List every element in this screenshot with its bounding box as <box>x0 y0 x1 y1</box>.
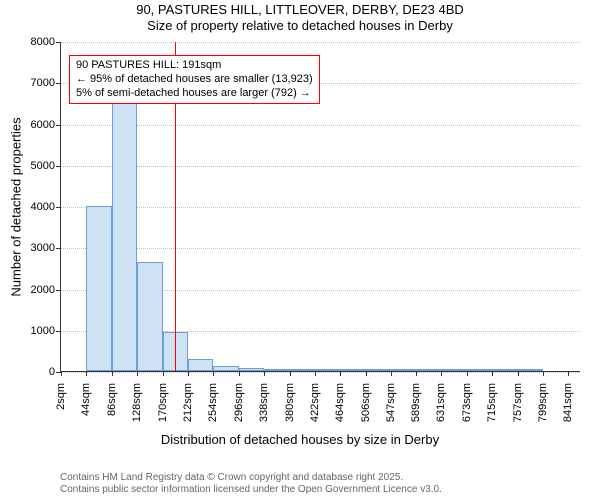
x-tick-label: 841sqm <box>562 383 574 422</box>
y-axis-label: Number of detached properties <box>9 117 24 296</box>
histogram-bar <box>441 369 466 371</box>
x-tick-label: 212sqm <box>182 383 194 422</box>
histogram-bar <box>290 369 315 371</box>
x-tick-label: 128sqm <box>131 383 143 422</box>
x-tick-mark <box>86 371 87 376</box>
histogram-bar <box>264 369 289 371</box>
y-tick-mark <box>56 331 61 332</box>
x-tick-label: 589sqm <box>410 383 422 422</box>
x-tick-mark <box>290 371 291 376</box>
x-tick-mark <box>137 371 138 376</box>
histogram-bar <box>86 206 111 371</box>
x-tick-label: 631sqm <box>435 383 447 422</box>
x-tick-label: 2sqm <box>55 383 67 410</box>
histogram-bar <box>467 369 492 371</box>
y-tick-mark <box>56 42 61 43</box>
x-tick-label: 86sqm <box>106 383 118 416</box>
histogram-bar <box>112 99 137 371</box>
histogram-bar <box>315 369 340 371</box>
y-tick-label: 0 <box>49 366 55 378</box>
plot-area: 0100020003000400050006000700080002sqm44s… <box>60 42 580 372</box>
x-tick-label: 422sqm <box>309 383 321 422</box>
x-tick-label: 715sqm <box>486 383 498 422</box>
x-tick-mark <box>213 371 214 376</box>
x-tick-mark <box>61 371 62 376</box>
gridline <box>61 372 580 373</box>
annotation-line: 90 PASTURES HILL: 191sqm <box>76 59 313 73</box>
gridline <box>61 42 580 43</box>
y-tick-label: 4000 <box>31 201 55 213</box>
annotation-line: ← 95% of detached houses are smaller (13… <box>76 73 313 87</box>
histogram-bar <box>188 359 213 371</box>
y-tick-mark <box>56 248 61 249</box>
x-tick-label: 547sqm <box>385 383 397 422</box>
x-tick-label: 44sqm <box>80 383 92 416</box>
y-tick-mark <box>56 125 61 126</box>
y-tick-label: 5000 <box>31 160 55 172</box>
x-tick-label: 296sqm <box>233 383 245 422</box>
x-tick-mark <box>518 371 519 376</box>
x-tick-label: 380sqm <box>284 383 296 422</box>
histogram-bar <box>518 369 543 371</box>
x-tick-mark <box>568 371 569 376</box>
x-tick-label: 464sqm <box>334 383 346 422</box>
x-tick-label: 254sqm <box>207 383 219 422</box>
x-tick-mark <box>441 371 442 376</box>
y-tick-mark <box>56 166 61 167</box>
x-tick-mark <box>112 371 113 376</box>
x-tick-label: 799sqm <box>537 383 549 422</box>
x-tick-mark <box>163 371 164 376</box>
annotation-line: 5% of semi-detached houses are larger (7… <box>76 87 313 101</box>
title-line-2: Size of property relative to detached ho… <box>0 18 600 34</box>
x-axis-label: Distribution of detached houses by size … <box>0 432 600 447</box>
x-tick-mark <box>543 371 544 376</box>
y-tick-label: 2000 <box>31 284 55 296</box>
x-tick-label: 757sqm <box>512 383 524 422</box>
y-tick-label: 6000 <box>31 119 55 131</box>
histogram-bar <box>366 369 391 371</box>
x-tick-mark <box>366 371 367 376</box>
x-tick-label: 170sqm <box>157 383 169 422</box>
footer-line-1: Contains HM Land Registry data © Crown c… <box>60 472 442 484</box>
x-tick-mark <box>492 371 493 376</box>
gridline <box>61 166 580 167</box>
x-tick-mark <box>340 371 341 376</box>
title-line-1: 90, PASTURES HILL, LITTLEOVER, DERBY, DE… <box>0 2 600 18</box>
x-tick-mark <box>467 371 468 376</box>
gridline <box>61 125 580 126</box>
chart-title: 90, PASTURES HILL, LITTLEOVER, DERBY, DE… <box>0 2 600 35</box>
histogram-bar <box>391 369 416 371</box>
y-tick-mark <box>56 83 61 84</box>
histogram-bar <box>492 369 517 371</box>
y-tick-mark <box>56 207 61 208</box>
annotation-box: 90 PASTURES HILL: 191sqm← 95% of detache… <box>69 55 320 104</box>
x-tick-mark <box>264 371 265 376</box>
x-tick-mark <box>188 371 189 376</box>
x-tick-label: 673sqm <box>461 383 473 422</box>
footer-attribution: Contains HM Land Registry data © Crown c… <box>60 472 442 496</box>
gridline <box>61 207 580 208</box>
y-tick-label: 3000 <box>31 242 55 254</box>
x-tick-mark <box>239 371 240 376</box>
footer-line-2: Contains public sector information licen… <box>60 484 442 496</box>
x-tick-mark <box>391 371 392 376</box>
y-tick-mark <box>56 290 61 291</box>
histogram-bar <box>239 368 264 371</box>
chart-container: 90, PASTURES HILL, LITTLEOVER, DERBY, DE… <box>0 0 600 500</box>
histogram-bar <box>213 366 238 371</box>
x-tick-mark <box>416 371 417 376</box>
histogram-bar <box>340 369 365 371</box>
x-tick-label: 338sqm <box>258 383 270 422</box>
x-tick-mark <box>315 371 316 376</box>
histogram-bar <box>137 262 162 371</box>
y-tick-label: 8000 <box>31 36 55 48</box>
x-tick-label: 506sqm <box>360 383 372 422</box>
gridline <box>61 248 580 249</box>
y-tick-label: 1000 <box>31 325 55 337</box>
histogram-bar <box>416 369 441 371</box>
y-tick-label: 7000 <box>31 77 55 89</box>
